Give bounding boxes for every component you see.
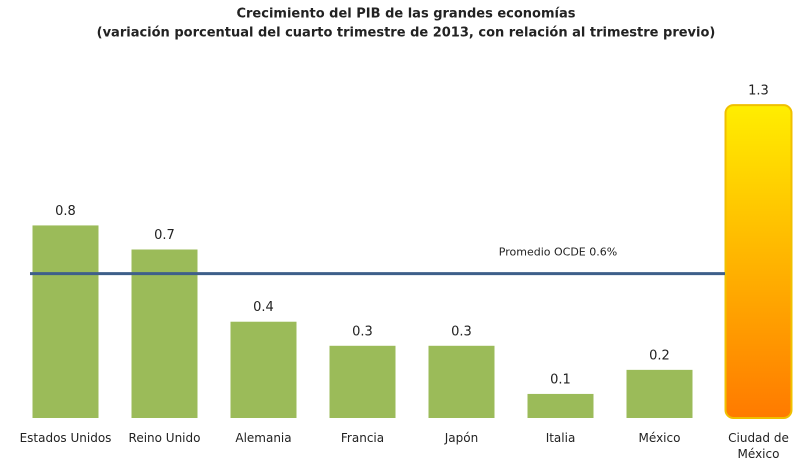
bar — [428, 345, 495, 418]
bar — [230, 321, 297, 418]
x-tick-label: Francia — [340, 431, 385, 445]
x-tick-label: Alemania — [235, 431, 292, 445]
reference-label: Promedio OCDE 0.6% — [499, 246, 617, 259]
data-label: 0.1 — [550, 372, 571, 387]
bar — [329, 345, 396, 418]
data-label: 0.3 — [352, 324, 373, 339]
bar — [131, 249, 198, 418]
bar — [626, 369, 693, 418]
data-label: 0.8 — [55, 204, 76, 219]
data-label: 0.3 — [451, 324, 472, 339]
bar — [724, 104, 793, 419]
bar — [527, 393, 594, 418]
x-tick-label: Ciudad de México — [728, 431, 789, 461]
x-tick-label: México — [638, 431, 681, 445]
data-label: 1.3 — [748, 84, 769, 99]
chart-subtitle: (variación porcentual del cuarto trimest… — [97, 26, 716, 41]
bar — [32, 225, 99, 418]
chart-title: Crecimiento del PIB de las grandes econo… — [236, 7, 575, 22]
x-tick-label: Estados Unidos — [19, 431, 112, 445]
data-label: 0.2 — [649, 348, 670, 363]
x-tick-label: Italia — [545, 431, 576, 445]
data-label: 0.4 — [253, 300, 274, 315]
x-tick-label: Reino Unido — [128, 431, 201, 445]
x-tick-label: Japón — [444, 431, 479, 445]
data-label: 0.7 — [154, 228, 175, 243]
